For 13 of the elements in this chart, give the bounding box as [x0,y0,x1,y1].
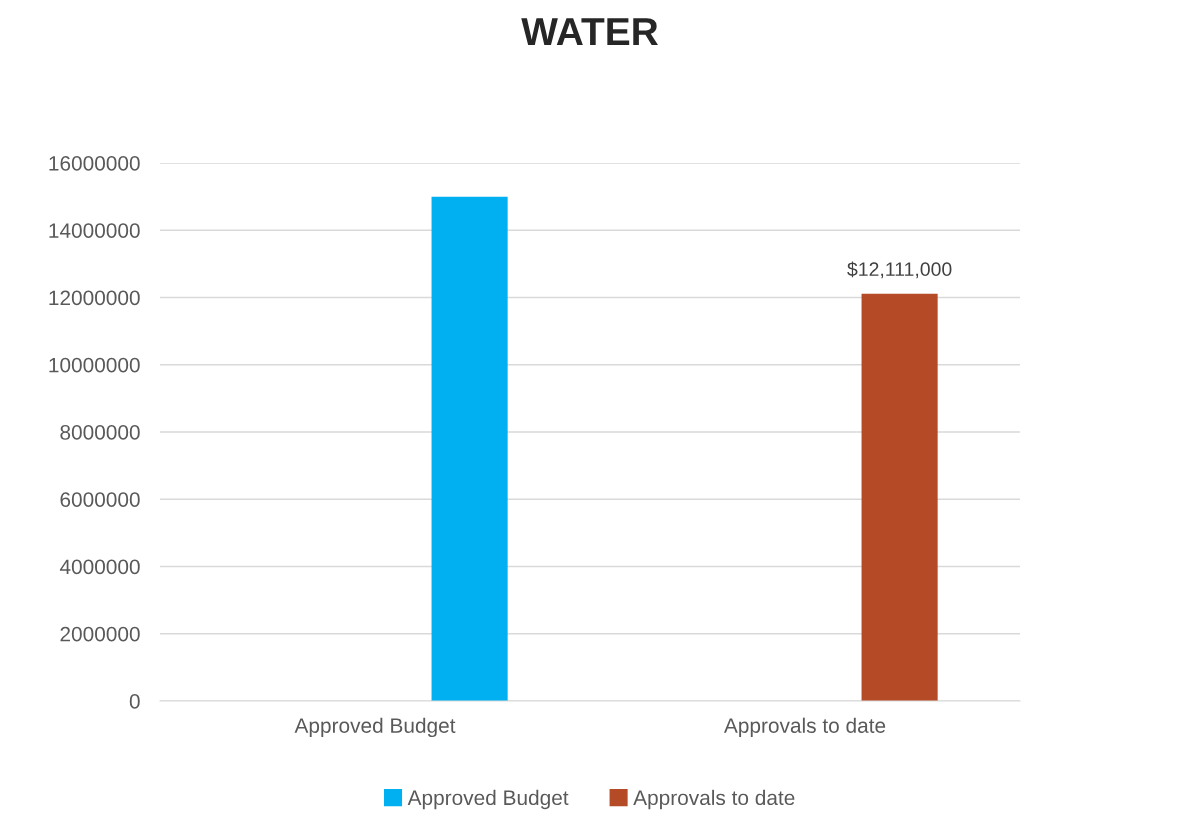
legend-label: Approvals to date [633,789,795,810]
y-tick-label: 12000000 [49,290,140,306]
y-tick-label: 2000000 [60,626,140,642]
y-tick-label: 4000000 [59,559,140,575]
legend-label: Approved Budget [407,789,569,810]
y-tick-label: 10000000 [49,357,140,373]
chart-title: WATER [521,18,658,45]
y-tick-label: 14000000 [49,223,140,238]
y-tick-label: 6000000 [60,492,140,507]
y-tick-label: 8000000 [60,425,140,440]
y-tick-label: 0 [129,694,140,709]
y-tick-label: 16000000 [49,156,140,171]
data-label: $12,111,000 [847,261,952,279]
